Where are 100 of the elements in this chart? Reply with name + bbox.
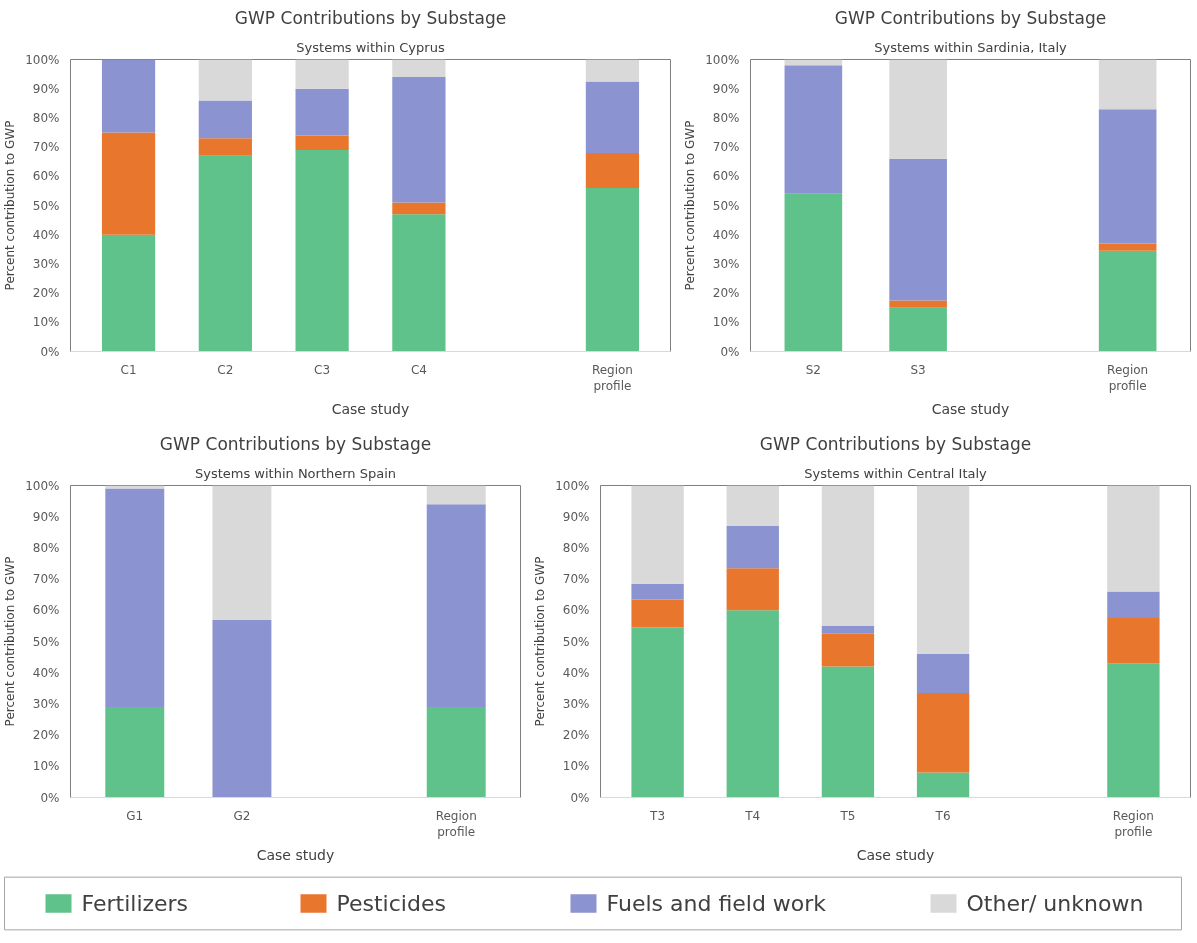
bar (585, 59, 640, 82)
bar (426, 707, 486, 798)
x-tick-label: T4 (744, 808, 761, 823)
y-tick-label: 60% (712, 169, 740, 184)
y-tick-label: 60% (32, 169, 60, 184)
bar (105, 485, 165, 489)
x-tick-label: Region profile (1107, 362, 1149, 394)
y-tick-label: 10% (562, 759, 590, 774)
bar (784, 193, 843, 352)
bar (392, 214, 446, 352)
chart-title: GWP Contributions by Substage (759, 433, 1032, 454)
bar (784, 65, 843, 194)
y-tick-label: 20% (712, 286, 740, 301)
x-tick-label: G1 (126, 808, 144, 823)
bar (295, 59, 349, 89)
bar (585, 187, 640, 352)
bar (1098, 59, 1157, 110)
y-tick-label: 90% (32, 81, 60, 96)
chart-subtitle: Systems within Sardinia, Italy (874, 39, 1068, 55)
x-tick-label: C4 (410, 362, 427, 377)
bar (726, 568, 779, 611)
bar (198, 138, 252, 156)
y-tick-label: 90% (712, 81, 740, 96)
bar (295, 135, 349, 151)
bar (101, 234, 156, 352)
bar (426, 485, 486, 505)
y-tick-label: 40% (712, 227, 740, 242)
bar (1107, 663, 1160, 798)
bar (1098, 250, 1157, 352)
bar (1098, 243, 1157, 251)
y-tick-label: 0% (720, 344, 740, 359)
y-tick-label: 100% (705, 52, 740, 67)
bar (916, 772, 970, 798)
chart-subtitle: Systems within Cyprus (296, 39, 445, 55)
bar (101, 132, 156, 235)
x-tick-label: Region profile (1112, 808, 1154, 840)
y-tick-label: 90% (32, 509, 60, 524)
y-tick-label: 10% (712, 315, 740, 330)
x-tick-label: S3 (910, 362, 926, 377)
bar (392, 202, 446, 215)
y-tick-label: 10% (32, 315, 60, 330)
x-axis-title: Case study (256, 847, 335, 864)
bar (889, 59, 947, 159)
bar (105, 488, 165, 708)
y-tick-label: 20% (562, 728, 590, 743)
legend-label: Pesticides (336, 891, 446, 916)
bar (631, 599, 684, 628)
x-tick-label: Region profile (591, 362, 633, 394)
y-tick-label: 30% (32, 256, 60, 271)
bar (631, 627, 684, 798)
y-tick-label: 70% (32, 140, 60, 155)
chart-title: GWP Contributions by Substage (834, 7, 1107, 28)
bar (1107, 485, 1160, 592)
y-tick-label: 40% (32, 227, 60, 242)
bar (212, 619, 272, 798)
bar (392, 59, 446, 78)
bar (295, 150, 349, 352)
x-tick-label: C3 (314, 362, 331, 377)
bar (631, 485, 684, 584)
x-tick-label: Region profile (435, 808, 477, 840)
bar (916, 653, 970, 693)
y-axis-title: Percent contribution to GWP (683, 120, 698, 291)
bar (392, 77, 446, 203)
legend-label: Fuels and field work (606, 891, 827, 916)
y-tick-label: 80% (562, 540, 590, 555)
chart-title: GWP Contributions by Substage (159, 433, 432, 454)
y-tick-label: 20% (32, 728, 60, 743)
y-tick-label: 40% (562, 665, 590, 680)
x-tick-label: G2 (233, 808, 251, 823)
y-tick-label: 50% (32, 634, 60, 649)
bar (1107, 591, 1160, 619)
x-tick-label: C1 (120, 362, 137, 377)
x-axis-title: Case study (856, 847, 935, 864)
chart-title: GWP Contributions by Substage (234, 7, 507, 28)
y-tick-label: 100% (25, 478, 60, 493)
y-tick-label: 0% (570, 790, 590, 805)
y-tick-label: 30% (32, 696, 60, 711)
y-tick-label: 30% (712, 256, 740, 271)
bar (821, 625, 875, 634)
bar (295, 88, 349, 136)
bar (198, 100, 252, 139)
y-tick-label: 30% (562, 696, 590, 711)
bar (889, 158, 947, 301)
y-tick-label: 80% (32, 540, 60, 555)
bar (1098, 109, 1157, 244)
y-tick-label: 80% (712, 110, 740, 125)
y-tick-label: 60% (32, 603, 60, 618)
y-tick-label: 70% (712, 140, 740, 155)
y-tick-label: 50% (562, 634, 590, 649)
bar (105, 707, 165, 798)
bar (585, 81, 640, 153)
bar (631, 583, 684, 600)
y-axis-title: Percent contribution to GWP (3, 556, 18, 727)
y-tick-label: 0% (40, 790, 60, 805)
x-tick-label: T3 (649, 808, 666, 823)
bar (212, 485, 272, 620)
y-tick-label: 20% (32, 286, 60, 301)
bar (821, 666, 875, 798)
y-axis-title: Percent contribution to GWP (533, 556, 548, 727)
y-tick-label: 80% (32, 110, 60, 125)
